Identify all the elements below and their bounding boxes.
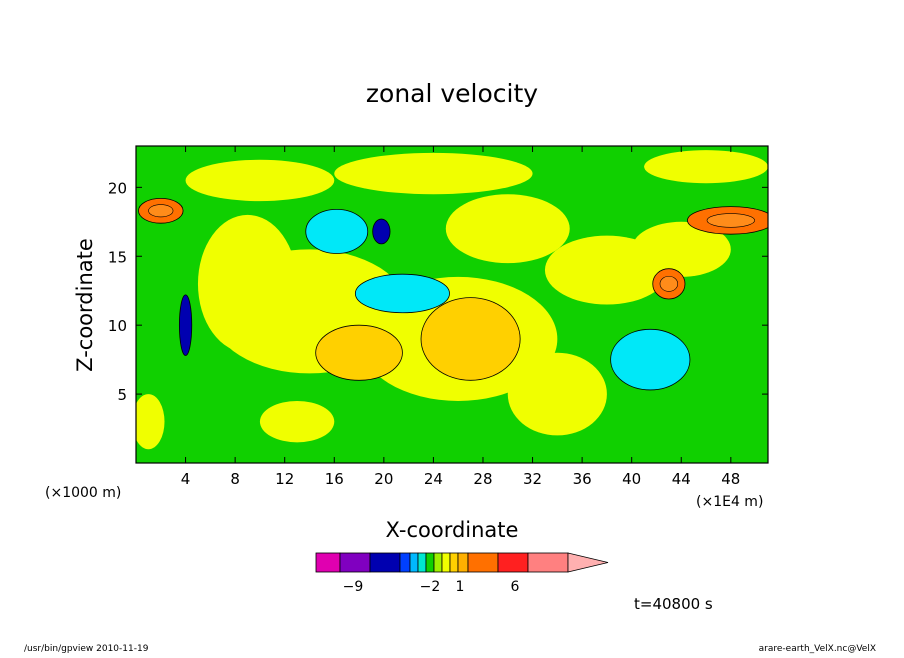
colorbar-extension-arrow [567,552,609,573]
y-axis: 5 10 15 20 [108,179,768,404]
x-tick-label: 44 [672,470,691,488]
x-tick-label: 36 [573,470,592,488]
contour-fill [334,152,533,195]
y-axis-title: Z-coordinate [73,238,97,372]
contour-fill [197,214,298,353]
x-tick-label: 16 [325,470,344,488]
x-axis-title: X-coordinate [386,518,519,542]
plot-area [136,146,768,463]
y-tick-label: 15 [108,248,127,266]
y-tick-label: 10 [108,317,127,335]
contour-feature [610,328,691,391]
x-tick-label: 20 [374,470,393,488]
time-label: t=40800 s [634,595,713,613]
x-axis: 4 8 12 16 20 24 28 32 36 40 44 48 [181,146,740,488]
x-tick-label: 24 [424,470,443,488]
x-tick-label: 32 [523,470,542,488]
colorbar-segment [497,552,529,573]
chart-title: zonal velocity [366,79,538,108]
y-tick-label: 20 [108,179,127,197]
contour-feature-core [148,204,174,218]
contour-feature-core [659,275,679,292]
colorbar-tick-label: −2 [420,579,441,595]
x-tick-label: 40 [622,470,641,488]
colorbar-segment [399,552,411,573]
contour-fill [259,400,335,443]
colorbar-segment [433,552,443,573]
colorbar-segment [467,552,499,573]
footer-left: /usr/bin/gpview 2010-11-19 [24,644,149,654]
colorbar-segment [339,552,371,573]
contour-fill [185,159,335,202]
contour-feature [315,324,403,381]
contour-feature [354,273,450,314]
contour-fill [544,235,669,305]
colorbar-segment [417,552,427,573]
contour-fill [445,194,570,264]
colorbar-tick-label: 6 [511,579,520,595]
contour-feature [420,297,521,381]
colorbar-segment [409,552,419,573]
colorbar-segment [527,552,569,573]
colorbar-segment [449,552,459,573]
contour-fill [136,394,165,450]
colorbar-tick-label: −9 [343,579,364,595]
contour-feature [178,294,193,356]
x-axis-unit: (×1E4 m) [696,494,763,510]
colorbar-segment [369,552,401,573]
contour-feature-core [706,213,755,228]
contour-feature [372,218,391,245]
contour-fill [507,352,607,436]
colorbar-segment [457,552,469,573]
y-tick-label: 5 [117,386,127,404]
colorbar-segment [441,552,451,573]
colorbar-segment [425,552,435,573]
colorbar-tick-label: 1 [456,579,465,595]
y-axis-unit: (×1000 m) [45,485,121,501]
colorbar: −9 −2 1 6 [315,552,609,595]
footer-right: arare-earth_VelX.nc@VelX [759,644,876,654]
contour-feature [305,209,369,254]
contour-fill [644,150,768,184]
x-tick-label: 12 [275,470,294,488]
colorbar-segment [315,552,341,573]
x-tick-label: 48 [721,470,740,488]
plot-frame [135,145,769,464]
x-tick-label: 8 [230,470,240,488]
x-tick-label: 28 [473,470,492,488]
x-tick-label: 4 [181,470,191,488]
